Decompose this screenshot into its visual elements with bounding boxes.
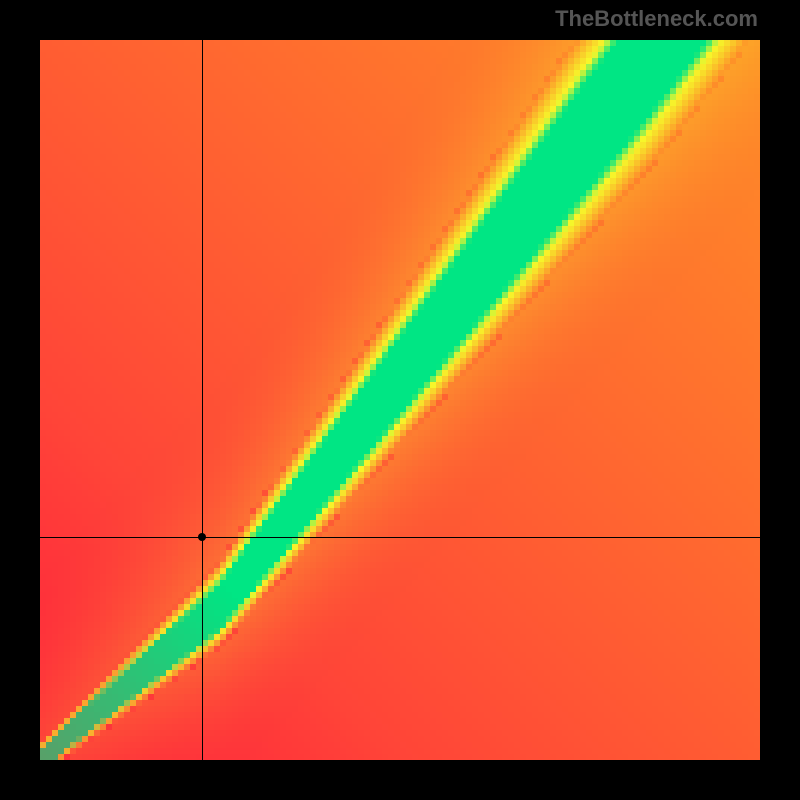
bottleneck-heatmap	[40, 40, 760, 760]
crosshair-marker	[198, 533, 206, 541]
crosshair-vertical	[202, 40, 203, 760]
attribution-text: TheBottleneck.com	[555, 6, 758, 32]
crosshair-horizontal	[40, 537, 760, 538]
heatmap-canvas	[40, 40, 760, 760]
